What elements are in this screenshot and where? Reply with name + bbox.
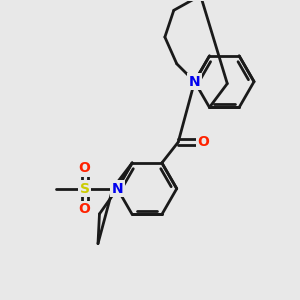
Text: N: N — [112, 182, 123, 196]
Text: O: O — [79, 202, 91, 216]
Text: S: S — [80, 182, 90, 196]
Text: N: N — [189, 75, 200, 88]
Text: O: O — [198, 135, 209, 149]
Text: O: O — [79, 161, 91, 175]
